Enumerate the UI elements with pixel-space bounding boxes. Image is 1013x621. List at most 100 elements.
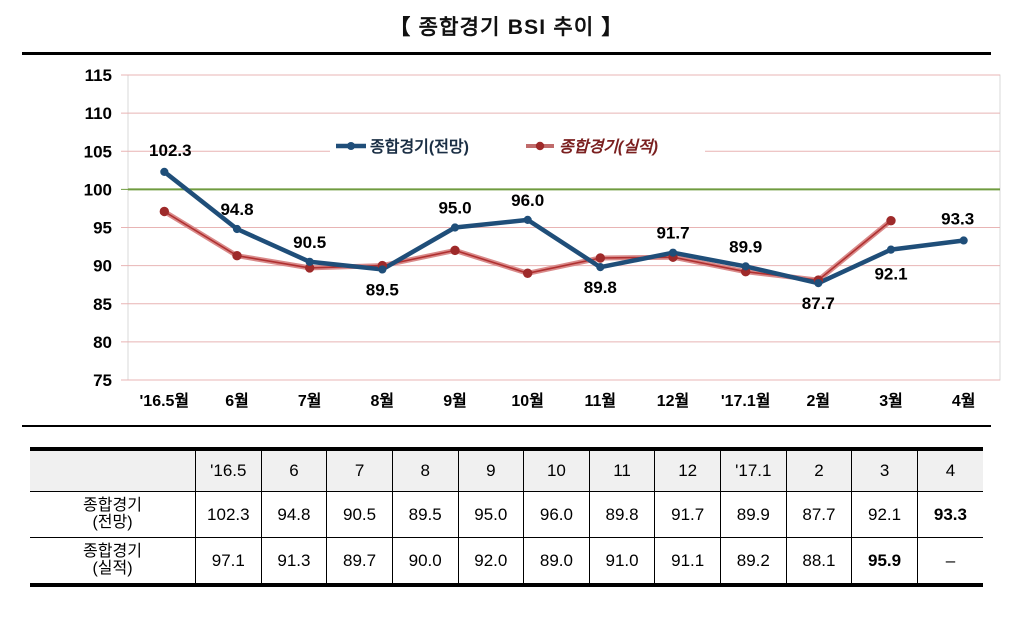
table-column-header: 9: [457, 450, 525, 492]
data-point-silseok: [886, 215, 896, 226]
table-cell: 92.1: [851, 491, 918, 538]
y-axis-tick-label: 90: [93, 257, 112, 276]
y-axis-tick-label: 95: [93, 219, 112, 238]
data-label-jeonmang: 87.7: [802, 294, 835, 313]
data-label-jeonmang: 89.5: [366, 280, 399, 299]
table-cell: 102.3: [195, 491, 262, 538]
y-axis-tick-label: 85: [93, 295, 112, 314]
table-column-header: 4: [916, 450, 983, 492]
x-axis-tick-label: 2월: [807, 392, 831, 410]
y-axis-tick-label: 80: [93, 333, 112, 352]
data-label-jeonmang: 102.3: [149, 141, 192, 160]
x-axis-tick-label: 10월: [511, 392, 544, 410]
data-point-jeonmang: [160, 167, 169, 176]
data-label-jeonmang: 95.0: [438, 199, 471, 218]
data-point-jeonmang: [305, 257, 314, 266]
table-column-header: '16.5: [195, 450, 262, 492]
data-table-container: '16.5 6 7 8 9 10 11 12'17.1 2 3 4 종합경기 (전망) 102.3 94.…: [0, 439, 1013, 587]
data-point-jeonmang: [596, 263, 605, 272]
x-axis-tick-label: '16.5월: [139, 392, 189, 410]
table-cell: 92.0: [457, 537, 525, 584]
legend-background: [330, 132, 705, 160]
table-cell: 88.1: [785, 537, 853, 584]
data-label-jeonmang: 94.8: [220, 200, 253, 219]
table-head: '16.5 6 7 8 9 10 11 12'17.1 2 3 4: [30, 450, 983, 492]
data-point-jeonmang: [886, 245, 896, 254]
data-label-jeonmang: 91.7: [656, 224, 689, 243]
data-point-jeonmang: [668, 248, 678, 257]
table-row-label: 종합경기 (전망): [30, 491, 196, 538]
data-point-silseok: [159, 206, 170, 217]
row-label-top: 종합경기: [83, 542, 142, 560]
data-point-jeonmang: [523, 215, 532, 224]
data-label-jeonmang: 93.3: [941, 209, 974, 228]
table-cell: 89.0: [523, 537, 590, 584]
table-cell: 95.0: [457, 491, 525, 538]
table-column-header: 10: [523, 450, 590, 492]
data-point-silseok: [450, 245, 460, 256]
data-label-jeonmang: 89.8: [584, 278, 617, 297]
table-cell: 91.1: [654, 537, 721, 584]
table-cell: 89.5: [391, 491, 459, 538]
data-point-jeonmang: [741, 262, 750, 271]
data-point-silseok: [522, 268, 533, 278]
x-axis-tick-label: 6월: [225, 392, 249, 410]
series-line-jeonmang: [162, 169, 966, 286]
x-axis-tick-label: 9월: [443, 392, 467, 410]
legend-label-jeonmang: 종합경기(전망): [370, 138, 469, 156]
table-column-header: 12: [654, 450, 721, 492]
table-column-header: '17.1: [720, 450, 787, 492]
table-row: 종합경기 (전망) 102.3 94.8 90.5 89.5 95.0 96.0 89.8 91.…: [30, 491, 983, 538]
row-label-bottom: (전망): [92, 513, 133, 531]
title-bar: 【 종합경기 BSI 추이 】: [0, 0, 1013, 52]
table-column-header: 8: [391, 450, 459, 492]
table-cell: 89.2: [720, 537, 787, 584]
x-axis-tick-label: 8월: [371, 392, 395, 410]
y-axis-tick-label: 105: [84, 142, 112, 161]
legend-label-silseok: 종합경기(실적): [559, 138, 658, 156]
bsi-data-table: '16.5 6 7 8 9 10 11 12'17.1 2 3 4 종합경기 (전망) 102.3 94.…: [30, 450, 983, 584]
table-body: 종합경기 (전망) 102.3 94.8 90.5 89.5 95.0 96.0 89.8 91.…: [30, 491, 983, 584]
table-cell: 89.8: [588, 491, 656, 538]
table-cell: 97.1: [195, 537, 262, 584]
x-axis-tick-label: 3월: [879, 392, 903, 410]
x-axis-tick-label: 7월: [298, 392, 322, 410]
table-cell: 93.3: [916, 491, 983, 538]
page-title: 【 종합경기 BSI 추이 】: [389, 16, 624, 39]
x-axis-tick-label: 11월: [585, 392, 617, 410]
table-cell: 95.9: [851, 537, 918, 584]
table-column-header: 6: [260, 450, 328, 492]
data-label-jeonmang: 92.1: [874, 265, 907, 284]
x-axis-tick-label: '17.1월: [721, 392, 771, 410]
table-header-row: '16.5 6 7 8 9 10 11 12'17.1 2 3 4: [30, 450, 983, 492]
table-cell: 89.7: [326, 537, 393, 584]
data-label-jeonmang: 90.5: [293, 233, 326, 252]
table-column-header: 2: [785, 450, 853, 492]
data-point-silseok: [595, 253, 606, 263]
table-cell: –: [916, 537, 983, 584]
data-point-jeonmang: [232, 224, 242, 234]
y-axis-tick-label: 75: [93, 371, 112, 390]
table-cell: 90.0: [391, 537, 459, 584]
data-point-silseok: [232, 251, 242, 261]
row-label-top: 종합경기: [83, 496, 142, 514]
table-corner-cell: [30, 450, 196, 492]
y-axis-tick-label: 110: [85, 104, 112, 123]
y-axis-tick-label: 100: [84, 180, 112, 199]
table-top-border: [30, 447, 983, 450]
table-cell: 94.8: [260, 491, 328, 538]
table-column-header: 11: [588, 450, 656, 492]
y-axis-tick-label: 115: [85, 66, 112, 85]
legend-marker-jeonmang: [347, 142, 355, 150]
legend-marker-silseok: [535, 141, 545, 151]
table-cell: 89.9: [720, 491, 787, 538]
data-point-jeonmang: [814, 279, 823, 288]
table-cell: 91.3: [260, 537, 328, 584]
chart-container: 75 80 85 90 95 100 105 110 115 '16.5월 6월 7월 8월 9월 10월 1…: [0, 55, 1013, 425]
table-row: 종합경기 (실적) 97.1 91.3 89.7 90.0 92.0 89.0 91.0 91.1…: [30, 537, 983, 584]
table-cell: 90.5: [326, 491, 393, 538]
row-label-bottom: (실적): [92, 559, 133, 577]
data-label-jeonmang: 96.0: [511, 191, 544, 210]
x-axis-tick-label: 4월: [952, 392, 976, 410]
data-point-jeonmang: [450, 223, 460, 232]
